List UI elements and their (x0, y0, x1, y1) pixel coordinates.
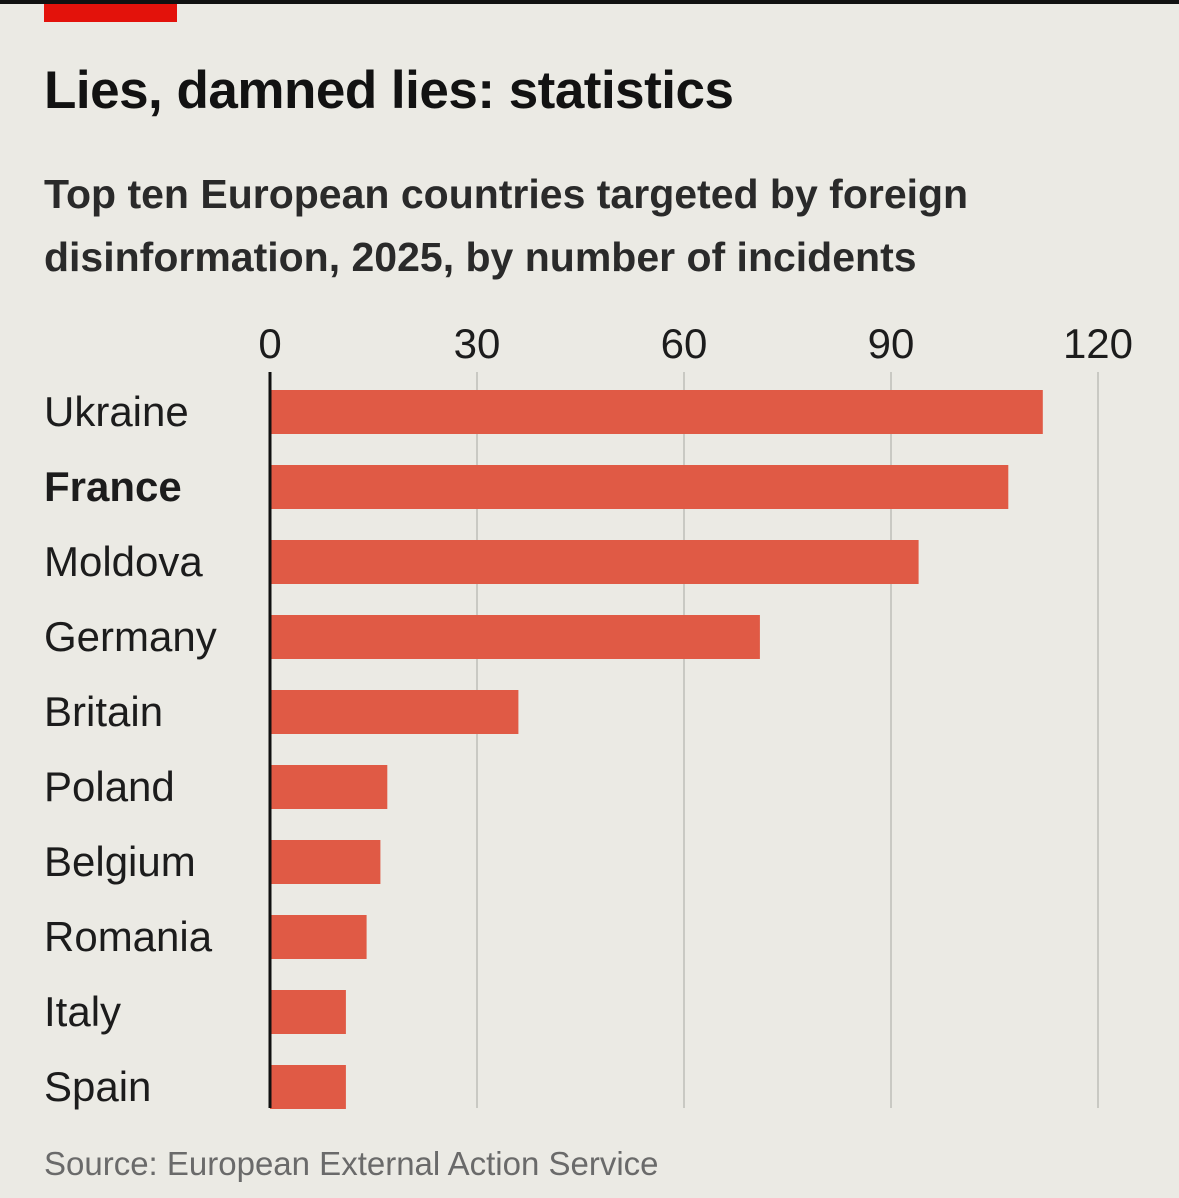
category-label-britain: Britain (44, 688, 163, 735)
bar-ukraine (270, 390, 1043, 434)
subtitle-line-1: Top ten European countries targeted by f… (44, 171, 969, 217)
bar-france (270, 465, 1009, 509)
category-label-romania: Romania (44, 913, 213, 960)
x-tick-label: 60 (661, 320, 708, 367)
subtitle-line-2: disinformation, 2025, by number of incid… (44, 234, 917, 280)
category-label-belgium: Belgium (44, 838, 196, 885)
bar-poland (270, 765, 388, 809)
accent-tab (44, 4, 177, 22)
source-note: Source: European External Action Service (44, 1145, 659, 1182)
bar-moldova (270, 540, 919, 584)
category-label-moldova: Moldova (44, 538, 203, 585)
bar-germany (270, 615, 760, 659)
x-tick-label: 90 (868, 320, 915, 367)
chart-title: Lies, damned lies: statistics (44, 61, 734, 120)
bar-romania (270, 915, 367, 959)
category-label-ukraine: Ukraine (44, 388, 189, 435)
category-labels: Ukraine France Moldova Germany Britain Poland… (44, 388, 217, 1110)
category-label-spain: Spain (44, 1063, 151, 1110)
category-label-poland: Poland (44, 763, 175, 810)
bar-spain (270, 1065, 346, 1109)
category-label-italy: Italy (44, 988, 121, 1035)
bar-italy (270, 990, 346, 1034)
x-tick-label: 0 (258, 320, 281, 367)
top-rule (0, 0, 1179, 4)
chart-subtitle: Top ten European countries targeted by f… (44, 163, 1144, 289)
x-tick-labels: 0 30 60 90 120 (258, 320, 1133, 367)
category-label-germany: Germany (44, 613, 217, 660)
bar-belgium (270, 840, 381, 884)
category-label-france: France (44, 463, 182, 510)
bar-britain (270, 690, 519, 734)
bars (270, 390, 1043, 1109)
x-tick-label: 30 (454, 320, 501, 367)
x-tick-label: 120 (1063, 320, 1133, 367)
